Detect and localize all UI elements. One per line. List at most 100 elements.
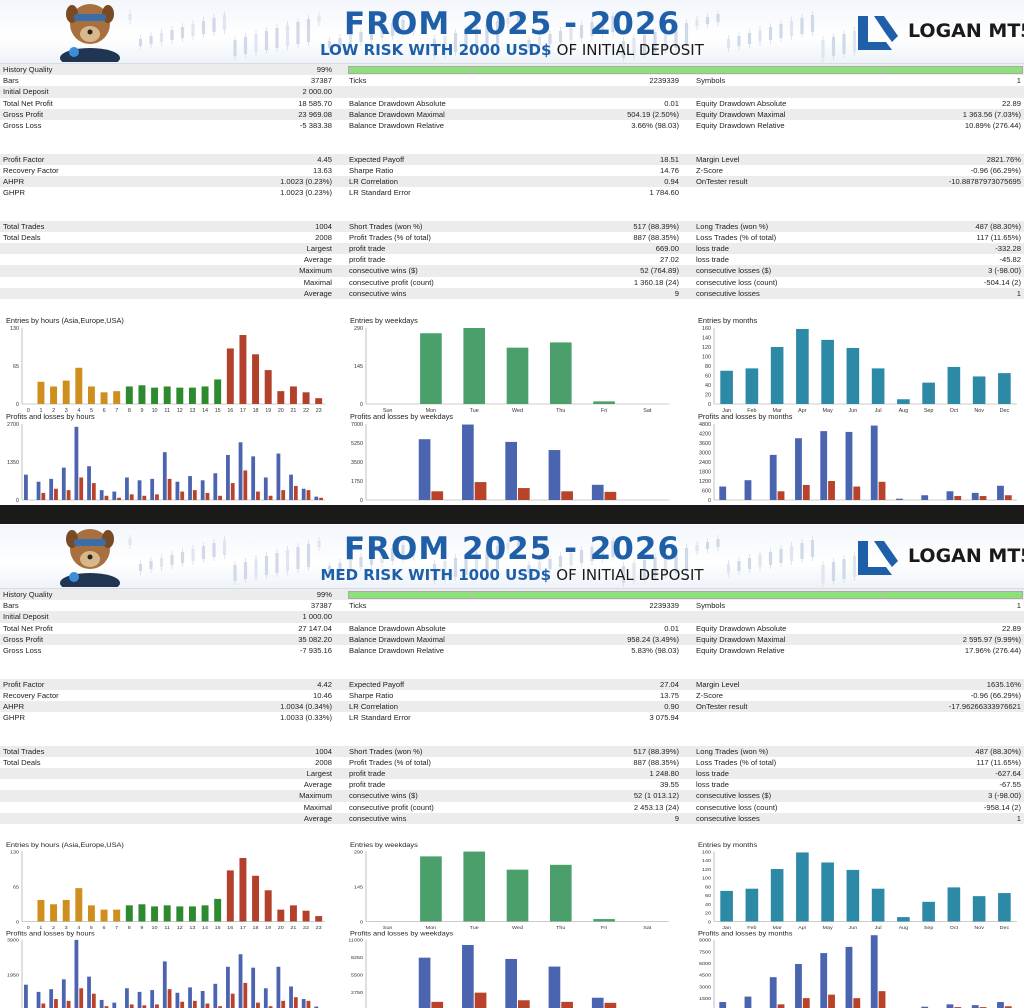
dog-mascot-icon — [60, 529, 120, 587]
stats-row — [0, 734, 1024, 745]
profit-bar — [548, 966, 561, 1008]
x-tick-label: Feb — [747, 408, 756, 414]
profit-bar — [74, 426, 79, 501]
bar — [151, 906, 159, 922]
stats-row — [0, 824, 1024, 835]
bar — [821, 340, 834, 405]
stat-label: Balance Drawdown Maximal — [349, 634, 445, 644]
loss-bar — [268, 495, 273, 501]
stat-value: -10.88787973075695 — [948, 176, 1021, 186]
bar — [226, 870, 234, 922]
profit-bar — [870, 935, 878, 1008]
logo-suffix: MT5 — [988, 20, 1024, 42]
logo: LOGAN MT5 — [852, 12, 1024, 54]
chart-6: Profits and losses by months 0 600 1200 1800… — [692, 412, 1022, 504]
x-tick-label: 9 — [140, 925, 143, 931]
bars-value: 37387 — [310, 601, 332, 611]
stat-value: -332.28 — [995, 244, 1021, 253]
profit-bar — [505, 442, 517, 501]
profit-bar — [162, 452, 167, 501]
y-tick-label: 60 — [705, 893, 711, 899]
stat-value: 2 453.13 (24) — [633, 802, 679, 812]
profit-bar — [200, 480, 205, 501]
chart-5: Profits and losses by weekdays 0 1750 3500 5… — [344, 412, 674, 504]
y-tick-label: 20 — [705, 911, 711, 917]
profit-bar — [87, 466, 91, 501]
x-tick-label: May — [823, 408, 833, 414]
y-tick-label: 160 — [702, 850, 711, 856]
chart-2: Entries by weekdays 0 145 290 Sun Mon Tue Wed Th… — [344, 841, 674, 933]
x-tick-label: 9 — [140, 408, 143, 414]
x-tick-label: 0 — [27, 408, 30, 414]
stat-qualifier: Largest — [306, 769, 332, 778]
initial-deposit-label: Initial Deposit — [3, 87, 49, 97]
x-tick-label: Wed — [512, 408, 523, 414]
loss-bar — [104, 1006, 109, 1008]
profit-bar — [125, 988, 129, 1008]
y-tick-label: 4800 — [699, 422, 711, 428]
profit-bar — [112, 1002, 117, 1008]
loss-bar — [561, 1001, 573, 1008]
loss-bar — [828, 481, 835, 501]
stat-value: 1.0034 (0.34%) — [280, 701, 332, 711]
stat-label: profit trade — [349, 244, 386, 253]
x-tick-label: Nov — [974, 925, 984, 931]
bar — [125, 386, 133, 405]
loss-bar — [878, 991, 886, 1008]
stat-label: Gross Profit — [3, 634, 44, 644]
y-tick-label: 5250 — [351, 441, 363, 447]
stat-label: Total Deals — [3, 757, 41, 767]
x-tick-label: Dec — [1000, 925, 1010, 931]
stats-row: Gross Loss -7 935.16 Balance Drawdown Rela… — [0, 645, 1024, 656]
stat-label: loss trade — [696, 769, 729, 778]
stat-label: Short Trades (won %) — [349, 746, 423, 756]
stat-value: 10.46 — [312, 690, 332, 700]
y-tick-label: 3900 — [7, 938, 19, 944]
y-tick-label: 0 — [16, 402, 19, 408]
chart-4: Profits and losses by hours0195039000123… — [0, 929, 330, 1008]
initial-deposit-value: 2 000.00 — [302, 87, 332, 97]
stat-label: Total Trades — [3, 746, 45, 756]
bar — [163, 386, 171, 405]
x-tick-label: 20 — [278, 408, 284, 414]
stat-value: 3 (-98.00) — [988, 266, 1021, 276]
y-tick-label: 145 — [354, 885, 363, 891]
loss-bar — [243, 983, 248, 1008]
stats-row: Average consecutive wins 9 consecutive loss… — [0, 287, 1024, 299]
bar — [897, 917, 910, 922]
y-tick-label: 2400 — [699, 460, 711, 466]
bar — [37, 381, 45, 405]
chart-plot: 027505500825011000SunMonTueWedThuFriSat — [348, 938, 617, 1008]
y-tick-label: 80 — [705, 364, 711, 370]
bar — [796, 329, 809, 405]
profit-bar — [24, 984, 28, 1008]
x-tick-label: 11 — [164, 408, 170, 414]
x-tick-label: 1 — [39, 925, 42, 931]
y-tick-label: 1800 — [699, 470, 711, 476]
loss-bar — [79, 988, 84, 1008]
banner-subtitle-bold: MED RISK WITH 1000 USD$ — [320, 566, 552, 584]
profit-bar — [820, 953, 828, 1008]
bar — [463, 851, 486, 922]
profit-bar — [150, 990, 155, 1008]
y-tick-label: 600 — [702, 489, 711, 495]
stat-value: 18 585.70 — [298, 98, 332, 108]
x-tick-label: 10 — [152, 925, 158, 931]
chart-title: Entries by hours (Asia,Europe,USA) — [6, 316, 124, 326]
stat-value: 0.01 — [664, 623, 679, 633]
profit-bar — [263, 477, 268, 501]
quality-bar-segment — [349, 67, 474, 73]
profit-bar — [971, 1005, 979, 1008]
report-low-risk: FROM 2025 - 2026 LOW RISK WITH 2000 USD$ … — [0, 0, 1024, 504]
x-tick-label: 0 — [27, 925, 30, 931]
loss-bar — [431, 491, 444, 501]
y-tick-label: 0 — [360, 402, 363, 408]
stat-value: 2008 — [315, 232, 332, 242]
loss-bar — [142, 495, 147, 501]
stat-label: consecutive loss (count) — [696, 277, 778, 287]
bar — [745, 368, 759, 405]
stat-label: Z-Score — [696, 690, 724, 700]
bar — [100, 392, 108, 405]
loss-bar — [474, 482, 487, 501]
